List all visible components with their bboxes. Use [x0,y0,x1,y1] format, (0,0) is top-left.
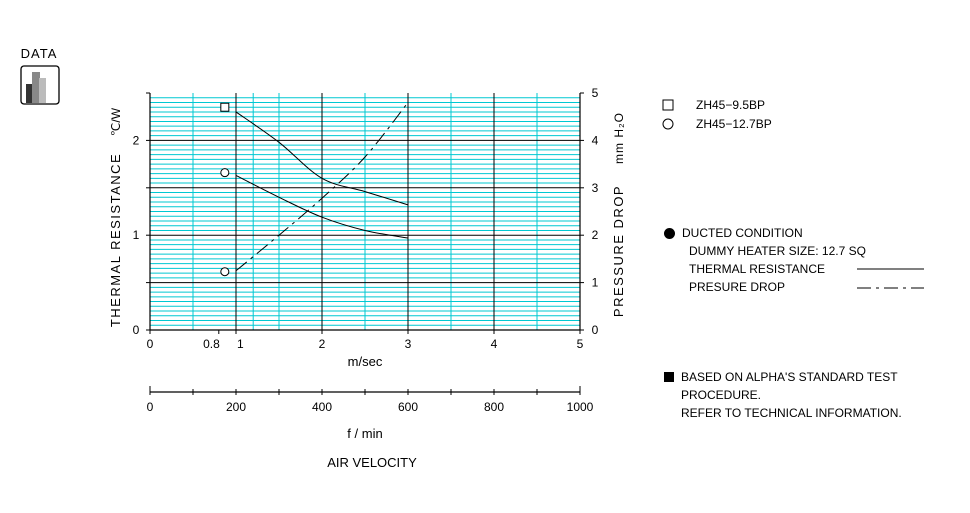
line-style-samples [857,268,924,289]
y-left-tick-label: 2 [133,133,140,147]
legend-circle-icon [662,118,674,130]
square-marker [220,102,230,112]
standard-line-3: REFER TO TECHNICAL INFORMATION. [681,406,902,420]
filled-circle-icon [664,228,675,239]
y-left-axis-title: THERMAL RESISTANCE [108,153,123,327]
y-right-tick-label: 4 [592,133,599,147]
y-right-axis-title: PRESSURE DROP [611,185,626,317]
grid-minor [150,93,580,330]
series-line-zh45-9-5bp [235,111,409,206]
bar-chart-icon [20,65,60,105]
x-tick-label: 0.8 [203,337,220,351]
x-tick-label: 3 [405,337,412,351]
x2-tick-label: 200 [226,400,246,414]
y-left-tick-label: 1 [133,228,140,242]
x2-tick-label: 400 [312,400,332,414]
x-tick-label: 0 [147,337,154,351]
axes [146,92,584,395]
x-tick-label: 5 [577,337,584,351]
standard-line-1: BASED ON ALPHA'S STANDARD TEST [681,370,898,384]
data-logo-label: DATA [20,46,58,61]
filled-square-icon [664,372,674,382]
legend-label: ZH45−9.5BP [696,98,765,112]
x-axis-title: m/sec [348,354,383,369]
y-right-tick-label: 3 [592,181,599,195]
x2-axis-title: f / min [347,426,382,441]
x-tick-label: 4 [491,337,498,351]
y-right-tick-label: 2 [592,228,599,242]
x2-tick-label: 800 [484,400,504,414]
y-right-tick-label: 5 [592,86,599,100]
y-left-axis-unit: ℃/W [109,107,123,136]
heater-size: DUMMY HEATER SIZE: 12.7 SQ [689,244,866,258]
x2-tick-label: 0 [147,400,154,414]
x-tick-label: 2 [319,337,326,351]
series-line-pressure-drop [235,102,409,272]
x2-tick-label: 1000 [567,400,594,414]
legend-square-icon [662,99,674,111]
standard-notes: BASED ON ALPHA'S STANDARD TEST PROCEDURE… [664,368,902,422]
circle-marker [220,168,230,178]
y-right-axis-unit: mm H₂O [612,112,626,164]
data-logo: DATA [16,46,62,108]
x-tick-label: 1 [237,337,244,351]
x2-tick-label: 600 [398,400,418,414]
standard-line-2: PROCEDURE. [681,388,762,402]
circle-marker [220,267,230,277]
legend-label: ZH45−12.7BP [696,117,772,131]
y-right-tick-label: 0 [592,323,599,337]
condition-title: DUCTED CONDITION [682,226,803,240]
pressure-drop-note: PRESURE DROP [689,280,786,294]
chart-caption: AIR VELOCITY [327,455,417,470]
markers-layer [220,102,230,277]
series-line-zh45-12-7bp [235,175,409,239]
legend: ZH45−9.5BP ZH45−12.7BP [662,98,772,131]
grid-major [150,93,580,330]
ducted-notes: DUCTED CONDITION DUMMY HEATER SIZE: 12.7… [664,224,866,296]
y-left-tick-label: 0 [133,323,140,337]
thermal-resistance-note: THERMAL RESISTANCE [689,262,826,276]
y-right-tick-label: 1 [592,276,599,290]
series-layer [235,102,409,272]
